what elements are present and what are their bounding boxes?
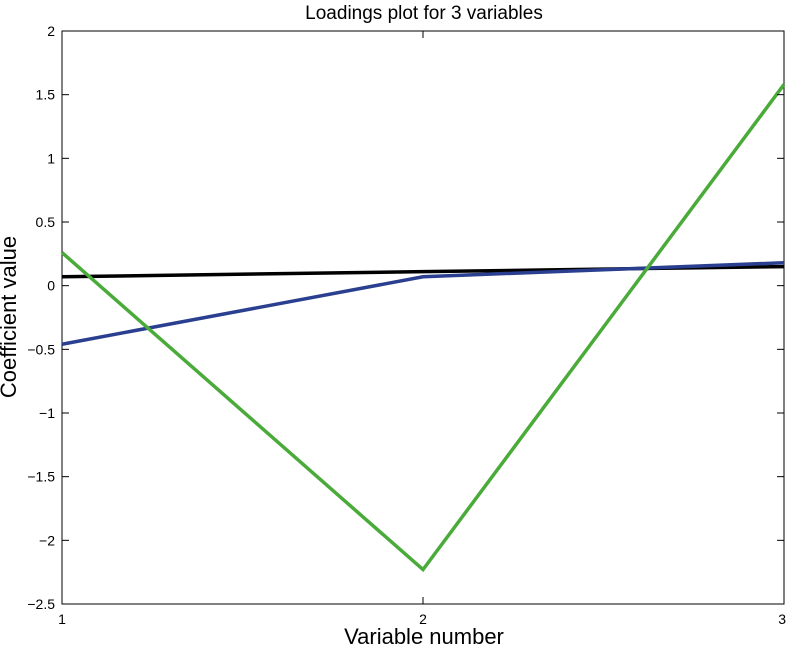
series-layer xyxy=(60,83,786,573)
series-line-2 xyxy=(61,260,785,346)
chart-title: Loadings plot for 3 variables xyxy=(305,3,543,24)
y-tick-label: 0 xyxy=(47,278,55,294)
y-tick-label: −1.5 xyxy=(27,469,55,485)
x-tick-label: 3 xyxy=(778,611,786,627)
plot-area: −2.5 −2 −1.5 −1 −0.5 0 0.5 1 1.5 2 1 2 3 xyxy=(27,23,786,627)
x-tick-label: 2 xyxy=(419,611,427,627)
y-tick-label: −2 xyxy=(39,532,55,548)
ticks-layer: −2.5 −2 −1.5 −1 −0.5 0 0.5 1 1.5 2 1 2 3 xyxy=(27,23,786,627)
x-axis-label: Variable number xyxy=(344,624,504,647)
y-tick-label: −2.5 xyxy=(27,596,55,612)
y-tick-label: 1 xyxy=(47,150,55,166)
x-tick-label: 1 xyxy=(58,611,66,627)
y-tick-label: 1.5 xyxy=(36,87,56,103)
series-line-3 xyxy=(60,83,786,573)
y-tick-label: 2 xyxy=(47,23,55,39)
y-tick-label: 0.5 xyxy=(36,214,56,230)
y-axis-label: Coefficient value xyxy=(0,236,21,398)
y-tick-label: −0.5 xyxy=(27,341,55,357)
y-tick-label: −1 xyxy=(39,405,55,421)
plot-frame xyxy=(61,30,785,605)
